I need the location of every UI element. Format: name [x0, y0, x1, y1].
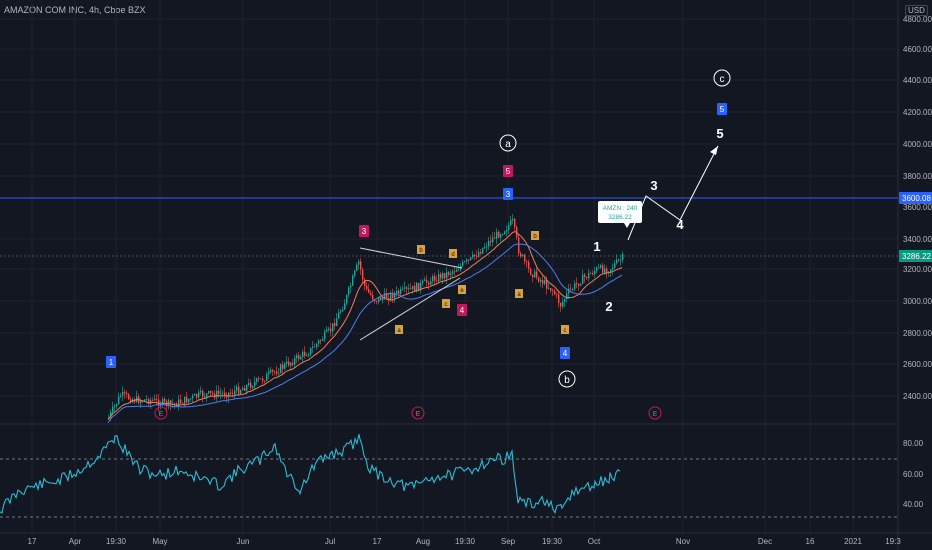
price-tick-label: 3000.00: [903, 297, 932, 306]
wave-label-box-5-blue[interactable]: 5: [717, 103, 727, 115]
price-tick-label: 4200.00: [903, 108, 932, 117]
wave-number-3[interactable]: 3: [650, 178, 657, 193]
svg-text:c: c: [564, 328, 567, 334]
time-tick-label: 2021: [844, 537, 862, 546]
wave-label-box-1[interactable]: 1: [106, 356, 116, 368]
earnings-marker-icon[interactable]: E: [411, 406, 425, 420]
moving-average-long: [107, 243, 623, 424]
last-price-tag[interactable]: [899, 250, 932, 262]
price-tick-label: 3200.00: [903, 265, 932, 274]
svg-text:a: a: [517, 292, 521, 298]
time-tick-label: 16: [806, 537, 815, 546]
svg-text:3: 3: [362, 227, 367, 236]
candlestick-series[interactable]: [108, 214, 624, 421]
wave-number-1[interactable]: 1: [593, 239, 600, 254]
time-tick-label: Nov: [676, 537, 690, 546]
triangle-upper-trendline[interactable]: [359, 247, 463, 269]
time-tick-label: 17: [373, 537, 382, 546]
svg-text:5: 5: [720, 105, 725, 114]
rsi-tick-label: 60.00: [903, 470, 924, 479]
svg-text:b: b: [564, 375, 570, 386]
svg-text:5: 5: [506, 167, 511, 176]
time-tick-label: 19:3: [885, 537, 901, 546]
tooltip-price: 3286.22: [608, 214, 632, 221]
price-tick-label: 3600.00: [903, 203, 932, 212]
forecast-arrow-head-icon: [710, 146, 718, 155]
svg-text:e: e: [460, 288, 464, 294]
svg-text:4: 4: [563, 349, 568, 358]
price-tooltip[interactable]: AMZN : 240 3286.22: [598, 201, 642, 228]
wave-forecast-path[interactable]: [627, 145, 719, 241]
time-tick-label: Apr: [69, 537, 82, 546]
price-tick-label: 3800.00: [903, 172, 932, 181]
svg-text:c: c: [720, 74, 725, 85]
subwave-label-a[interactable]: a: [395, 325, 403, 334]
grid-lines: [0, 0, 898, 533]
time-tick-label: 19:30: [455, 537, 476, 546]
rsi-tick-label: 80.00: [903, 439, 924, 448]
earnings-marker-icon[interactable]: E: [154, 406, 168, 420]
time-tick-label: 19:30: [106, 537, 127, 546]
time-tick-label: 19:30: [542, 537, 563, 546]
price-tick-label: 4600.00: [903, 45, 932, 54]
price-tick-label: 2600.00: [903, 360, 932, 369]
wave-label-circled-c[interactable]: c: [713, 69, 731, 87]
svg-text:4: 4: [460, 306, 465, 315]
svg-text:b: b: [419, 248, 423, 254]
svg-text:c: c: [445, 302, 448, 308]
time-tick-label: Jun: [237, 537, 250, 546]
subwave-label-c2[interactable]: c: [561, 325, 569, 334]
tooltip-symbol: AMZN : 240: [603, 205, 638, 212]
rsi-line[interactable]: [0, 434, 621, 515]
price-tick-label: 4000.00: [903, 140, 932, 149]
subwave-label-c[interactable]: c: [442, 299, 450, 308]
wave-number-4[interactable]: 4: [676, 217, 684, 232]
earnings-marker-icon[interactable]: E: [648, 406, 662, 420]
wave-number-5[interactable]: 5: [716, 126, 723, 141]
wave-label-box-3-red[interactable]: 3: [359, 225, 369, 237]
time-tick-label: May: [152, 537, 167, 546]
wave-label-box-4-blue[interactable]: 4: [560, 347, 570, 359]
price-tick-label: 3400.00: [903, 235, 932, 244]
time-tick-label: Sep: [501, 537, 516, 546]
wave-label-box-3-blue[interactable]: 3: [503, 188, 513, 200]
triangle-lower-trendline[interactable]: [359, 277, 461, 341]
svg-text:1: 1: [109, 358, 114, 367]
svg-text:b: b: [533, 234, 537, 240]
wave-label-box-5-red[interactable]: 5: [503, 165, 513, 177]
svg-text:d: d: [451, 252, 454, 258]
time-tick-label: Aug: [416, 537, 430, 546]
svg-text:E: E: [416, 411, 421, 418]
price-tick-label: 4800.00: [903, 15, 932, 24]
time-tick-label: 17: [28, 537, 37, 546]
svg-text:a: a: [397, 328, 401, 334]
subwave-label-d[interactable]: d: [449, 249, 457, 258]
wave-label-circled-b[interactable]: b: [558, 370, 576, 388]
svg-text:3: 3: [506, 190, 511, 199]
wave-label-box-4-red[interactable]: 4: [457, 304, 467, 316]
level-price-tag[interactable]: [899, 192, 932, 204]
last-price-tag-label: 3286.22: [902, 252, 931, 261]
wave-label-circled-a[interactable]: a: [499, 134, 517, 152]
rsi-tick-label: 40.00: [903, 500, 924, 509]
price-tick-label: 4400.00: [903, 76, 932, 85]
currency-badge[interactable]: USD: [905, 5, 928, 16]
time-tick-label: Dec: [758, 537, 772, 546]
svg-text:E: E: [653, 411, 658, 418]
moving-average-short: [107, 231, 623, 421]
price-tick-label: 2400.00: [903, 392, 932, 401]
subwave-label-b2[interactable]: b: [531, 231, 539, 240]
subwave-label-a2[interactable]: a: [515, 289, 523, 298]
price-tick-label: 2800.00: [903, 329, 932, 338]
time-tick-label: Oct: [588, 537, 601, 546]
subwave-label-e[interactable]: e: [458, 285, 466, 294]
svg-text:a: a: [505, 139, 511, 150]
svg-text:E: E: [159, 411, 164, 418]
subwave-label-b[interactable]: b: [417, 245, 425, 254]
wave-number-2[interactable]: 2: [605, 299, 612, 314]
time-tick-label: Jul: [325, 537, 335, 546]
level-price-tag-label: 3600.08: [902, 194, 931, 203]
